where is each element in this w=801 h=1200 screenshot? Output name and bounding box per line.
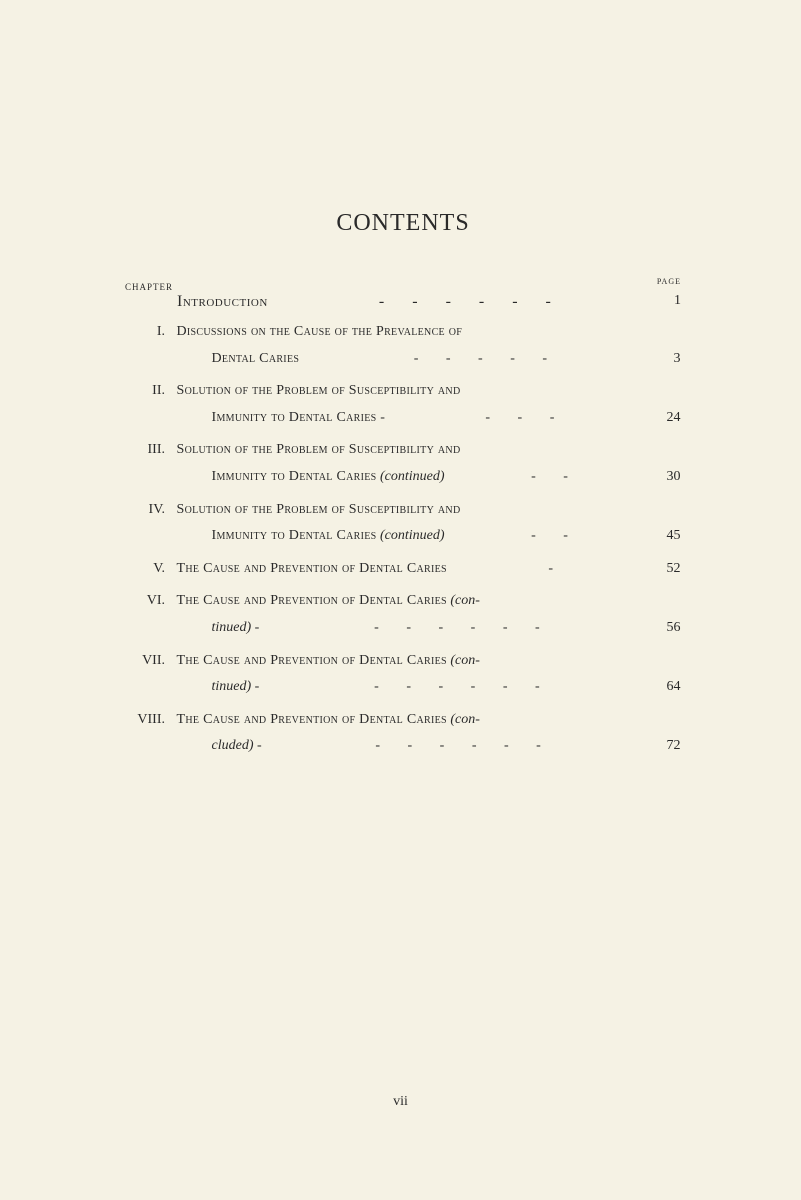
entry-text: tinued)	[212, 679, 252, 694]
entry-dash: -	[255, 620, 260, 635]
chapter-roman: IV.	[125, 497, 165, 524]
entry-line: Discussions on the Cause of the Prevalen…	[177, 319, 681, 346]
entry-line: The Cause and Prevention of Dental Carie…	[177, 588, 681, 615]
entry-text: Immunity to Dental Caries	[212, 469, 377, 484]
entry-page: 24	[667, 405, 681, 432]
leader-dashes: - - - - - -	[374, 674, 551, 701]
entry-line: Solution of the Problem of Susceptibilit…	[177, 497, 681, 524]
toc-entry: VI. The Cause and Prevention of Dental C…	[125, 588, 681, 641]
entry-line: The Cause and Prevention of Dental Carie…	[177, 648, 681, 675]
entry-line: The Cause and Prevention of Dental Carie…	[177, 556, 681, 583]
chapter-roman: VIII.	[125, 707, 165, 734]
entry-page: 64	[667, 674, 681, 701]
entry-dash: -	[257, 738, 262, 753]
entry-text: Immunity to Dental Caries	[212, 528, 377, 543]
entry-suffix: (con-	[450, 653, 480, 668]
entry-text: The Cause and Prevention of Dental Carie…	[177, 712, 447, 727]
toc-entry: VII. The Cause and Prevention of Dental …	[125, 648, 681, 701]
entry-line: Solution of the Problem of Susceptibilit…	[177, 378, 681, 405]
entry-page: 56	[667, 615, 681, 642]
entry-text: Solution of the Problem of Susceptibilit…	[177, 437, 461, 464]
entry-suffix: (con-	[450, 593, 480, 608]
toc-entry: V. The Cause and Prevention of Dental Ca…	[125, 556, 681, 583]
entry-text: The Cause and Prevention of Dental Carie…	[177, 653, 447, 668]
chapter-roman: III.	[125, 437, 165, 464]
entry-text: The Cause and Prevention of Dental Carie…	[177, 593, 447, 608]
entry-text: cluded)	[212, 738, 254, 753]
entry-dash: -	[255, 679, 260, 694]
entry-body: Solution of the Problem of Susceptibilit…	[177, 497, 681, 550]
entry-body: Discussions on the Cause of the Prevalen…	[177, 319, 681, 372]
leader-dashes: - - - - - -	[375, 733, 552, 760]
entry-page: 30	[667, 464, 681, 491]
entry-line: Solution of the Problem of Susceptibilit…	[177, 437, 681, 464]
chapter-header: CHAPTER	[125, 282, 173, 292]
leader-dashes: - -	[531, 464, 580, 491]
entry-line-cont: Immunity to Dental Caries - - - - 24	[177, 405, 681, 432]
chapter-roman: V.	[125, 556, 165, 583]
page-content: CONTENTS CHAPTER PAGE Introduction - - -…	[0, 0, 801, 846]
entry-line-cont: Immunity to Dental Caries (continued) - …	[177, 464, 681, 491]
entry-body: The Cause and Prevention of Dental Carie…	[177, 556, 681, 583]
page-footer: vii	[0, 1094, 801, 1110]
toc-entry: II. Solution of the Problem of Susceptib…	[125, 378, 681, 431]
intro-label: Introduction	[177, 293, 268, 311]
toc-entry: VIII. The Cause and Prevention of Dental…	[125, 707, 681, 760]
entry-text: Immunity to Dental Caries -	[212, 405, 386, 432]
entry-suffix: (continued)	[380, 469, 445, 484]
entry-page: 45	[667, 523, 681, 550]
chapter-roman: VII.	[125, 648, 165, 675]
entry-line: The Cause and Prevention of Dental Carie…	[177, 707, 681, 734]
contents-title: CONTENTS	[125, 210, 681, 237]
entry-line-cont: cluded) - - - - - - - 72	[177, 733, 681, 760]
entry-page: 72	[666, 733, 680, 760]
intro-page: 1	[674, 293, 681, 311]
entry-text: Solution of the Problem of Susceptibilit…	[177, 497, 461, 524]
entry-text: tinued)	[212, 620, 252, 635]
entry-page: 52	[667, 556, 681, 583]
chapter-roman: VI.	[125, 588, 165, 615]
entry-text: Solution of the Problem of Susceptibilit…	[177, 378, 461, 405]
leader-dashes: - - - - - -	[379, 293, 563, 311]
chapter-roman: I.	[125, 319, 165, 346]
entry-page: 3	[674, 346, 681, 373]
entry-body: The Cause and Prevention of Dental Carie…	[177, 588, 681, 641]
entry-body: Solution of the Problem of Susceptibilit…	[177, 437, 681, 490]
entry-suffix: (continued)	[380, 528, 445, 543]
entry-body: Solution of the Problem of Susceptibilit…	[177, 378, 681, 431]
leader-dashes: - - - - - -	[374, 615, 551, 642]
chapter-roman: II.	[125, 378, 165, 405]
intro-entry: Introduction - - - - - - 1	[125, 293, 681, 311]
entry-body: The Cause and Prevention of Dental Carie…	[177, 707, 681, 760]
leader-dashes: - - -	[485, 405, 566, 432]
entry-line-cont: tinued) - - - - - - - 64	[177, 674, 681, 701]
leader-dashes: - -	[531, 523, 580, 550]
leader-dashes: -	[548, 556, 565, 583]
toc-entry: IV. Solution of the Problem of Susceptib…	[125, 497, 681, 550]
entry-line-cont: tinued) - - - - - - - 56	[177, 615, 681, 642]
toc-entry: I. Discussions on the Cause of the Preva…	[125, 319, 681, 372]
entry-text: The Cause and Prevention of Dental Carie…	[177, 556, 447, 583]
page-header: PAGE	[657, 277, 681, 286]
column-headers: CHAPTER PAGE	[125, 277, 681, 289]
entry-text: Discussions on the Cause of the Prevalen…	[177, 319, 463, 346]
toc-entry: III. Solution of the Problem of Suscepti…	[125, 437, 681, 490]
entry-text: Dental Caries	[212, 346, 300, 373]
entry-suffix: (con-	[450, 712, 480, 727]
entry-line-cont: Immunity to Dental Caries (continued) - …	[177, 523, 681, 550]
entry-body: The Cause and Prevention of Dental Carie…	[177, 648, 681, 701]
entry-line-cont: Dental Caries - - - - - 3	[177, 346, 681, 373]
leader-dashes: - - - - -	[414, 346, 559, 373]
